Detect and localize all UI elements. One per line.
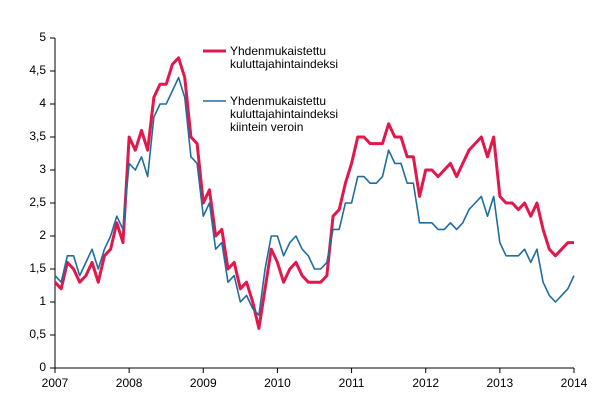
x-tick-label: 2008: [116, 376, 143, 390]
y-tick-label: 5: [39, 30, 46, 44]
x-tick-label: 2010: [264, 376, 291, 390]
x-tick-label: 2013: [487, 376, 514, 390]
x-tick-label: 2007: [42, 376, 69, 390]
y-tick-label: 0,5: [29, 327, 46, 341]
y-tick-label: 3,5: [29, 129, 46, 143]
y-tick-label: 2,5: [29, 195, 46, 209]
y-tick-label: 4: [39, 96, 46, 110]
y-tick-label: 1,5: [29, 261, 46, 275]
y-tick-label: 1: [39, 294, 46, 308]
y-tick-label: 0: [39, 360, 46, 374]
series-line: [54, 76, 575, 316]
x-tick-label: 2014: [561, 376, 588, 390]
y-tick-label: 4,5: [29, 63, 46, 77]
y-tick-label: 3: [39, 162, 46, 176]
x-tick-label: 2012: [412, 376, 439, 390]
x-tick-label: 2011: [339, 376, 365, 390]
y-tick-label: 2: [39, 228, 46, 242]
legend-label: Yhdenmukaistettu kuluttajahintaindeksi: [230, 44, 339, 71]
legend-label: Yhdenmukaistettu kuluttajahintaindeksi k…: [230, 94, 339, 134]
series-line: [53, 56, 574, 330]
x-tick-label: 2009: [190, 376, 217, 390]
